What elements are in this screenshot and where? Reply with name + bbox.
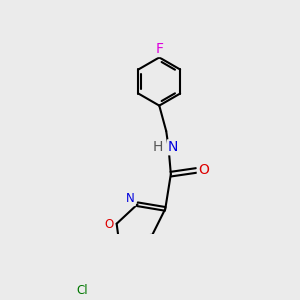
Text: N: N xyxy=(126,192,135,205)
Text: O: O xyxy=(198,164,209,177)
Text: H: H xyxy=(153,140,163,154)
Text: N: N xyxy=(168,140,178,154)
Text: O: O xyxy=(105,218,114,231)
Text: Cl: Cl xyxy=(76,284,88,297)
Text: F: F xyxy=(155,42,163,56)
